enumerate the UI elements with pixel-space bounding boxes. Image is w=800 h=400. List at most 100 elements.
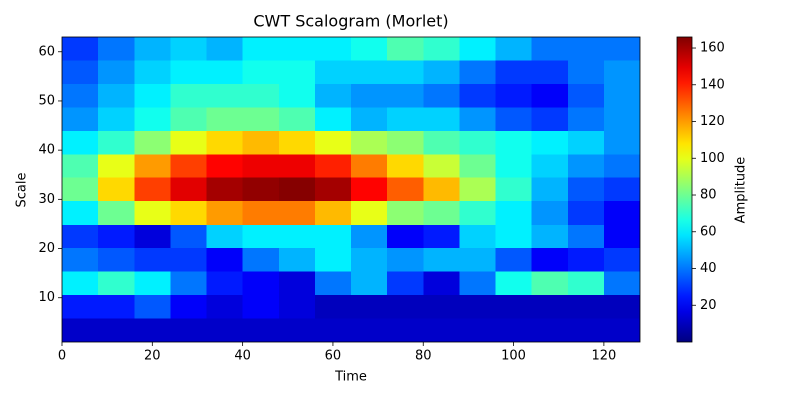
heatmap-cell: [206, 200, 244, 225]
heatmap-cell: [62, 83, 99, 108]
heatmap-cell: [206, 37, 244, 61]
heatmap-cell: [603, 317, 640, 342]
heatmap-cell: [62, 130, 99, 155]
heatmap-cell: [98, 177, 135, 202]
heatmap-cell: [531, 317, 569, 342]
heatmap-cell: [170, 177, 207, 202]
heatmap-cell: [242, 153, 280, 178]
x-tick-label: 40: [234, 349, 251, 364]
heatmap-cell: [98, 60, 135, 85]
heatmap-cell: [567, 317, 605, 342]
heatmap-cell: [387, 294, 424, 319]
colorbar-label: Amplitude: [734, 157, 749, 224]
heatmap-cell: [459, 106, 496, 131]
heatmap-cell: [423, 317, 460, 342]
heatmap-cell: [387, 200, 424, 225]
heatmap-cell: [423, 294, 460, 319]
colorbar-tick-label: 20: [700, 298, 717, 313]
heatmap-cell: [242, 106, 280, 131]
heatmap-cell: [387, 247, 424, 272]
heatmap-cell: [495, 177, 533, 202]
heatmap-cell: [459, 247, 496, 272]
heatmap-cell: [423, 60, 460, 85]
heatmap-cell: [495, 317, 533, 342]
heatmap-cell: [495, 294, 533, 319]
heatmap-cell: [531, 130, 569, 155]
heatmap-cell: [134, 177, 171, 202]
heatmap-cell: [170, 317, 207, 342]
heatmap-cell: [206, 83, 244, 108]
heatmap-cell: [98, 247, 135, 272]
colorbar-tick-label: 60: [700, 224, 717, 239]
heatmap-cell: [459, 83, 496, 108]
heatmap-cell: [62, 224, 99, 248]
heatmap-cell: [278, 106, 316, 131]
colorbar-tick-label: 80: [700, 188, 717, 203]
heatmap-cell: [278, 200, 316, 225]
heatmap-cell: [351, 224, 388, 248]
heatmap-cell: [603, 224, 640, 248]
y-tick-label: 10: [38, 290, 55, 305]
heatmap-cell: [351, 37, 388, 61]
heatmap-cell: [242, 37, 280, 61]
heatmap-cell: [423, 224, 460, 248]
heatmap-cell: [351, 106, 388, 131]
chart-title: CWT Scalogram (Morlet): [253, 12, 448, 31]
x-axis-label: Time: [334, 370, 367, 385]
heatmap-cell: [495, 224, 533, 248]
heatmap-cell: [603, 60, 640, 85]
heatmap-cell: [242, 177, 280, 202]
heatmap-cell: [134, 271, 171, 296]
y-tick-label: 60: [38, 44, 55, 59]
heatmap-cell: [206, 106, 244, 131]
heatmap-cell: [62, 247, 99, 272]
heatmap-cell: [459, 153, 496, 178]
y-axis-label: Scale: [15, 173, 30, 208]
heatmap-cell: [351, 247, 388, 272]
heatmap-cell: [170, 83, 207, 108]
heatmap-cell: [387, 106, 424, 131]
heatmap-cell: [423, 130, 460, 155]
heatmap-cell: [206, 130, 244, 155]
heatmap-cell: [242, 200, 280, 225]
x-tick-label: 20: [144, 349, 161, 364]
heatmap-cell: [567, 130, 605, 155]
heatmap-cell: [134, 224, 171, 248]
heatmap-cell: [495, 271, 533, 296]
heatmap-cell: [423, 106, 460, 131]
heatmap-cell: [387, 177, 424, 202]
heatmap-cell: [351, 130, 388, 155]
heatmap-cell: [531, 60, 569, 85]
heatmap-cell: [314, 224, 352, 248]
heatmap-cell: [387, 130, 424, 155]
heatmap-cell: [170, 60, 207, 85]
heatmap-cell: [459, 294, 496, 319]
x-tick-label: 120: [591, 349, 616, 364]
heatmap-cell: [603, 37, 640, 61]
heatmap-cell: [531, 177, 569, 202]
heatmap-cell: [423, 271, 460, 296]
heatmap-cell: [278, 83, 316, 108]
heatmap-cell: [531, 106, 569, 131]
heatmap-cell: [567, 294, 605, 319]
heatmap-cell: [603, 130, 640, 155]
heatmap-cell: [567, 37, 605, 61]
heatmap-cell: [351, 83, 388, 108]
heatmap-cell: [351, 200, 388, 225]
heatmap-cell: [170, 200, 207, 225]
heatmap-cell: [134, 37, 171, 61]
x-tick-label: 60: [325, 349, 342, 364]
heatmap-cell: [459, 130, 496, 155]
heatmap-cell: [495, 106, 533, 131]
heatmap-cell: [278, 130, 316, 155]
heatmap-cell: [62, 60, 99, 85]
heatmap-cell: [459, 317, 496, 342]
heatmap-cell: [603, 294, 640, 319]
heatmap-cell: [98, 130, 135, 155]
heatmap-cell: [387, 224, 424, 248]
heatmap-cell: [98, 83, 135, 108]
heatmap-cell: [314, 83, 352, 108]
heatmap-cell: [278, 60, 316, 85]
heatmap-cell: [314, 200, 352, 225]
heatmap-cell: [314, 106, 352, 131]
